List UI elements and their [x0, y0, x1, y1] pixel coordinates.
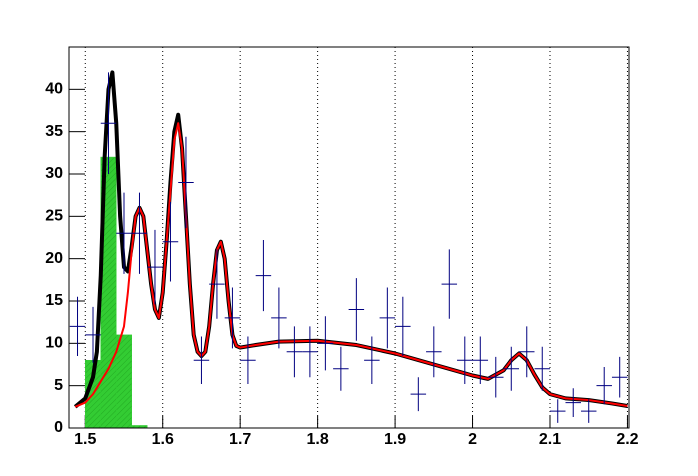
data-point: [410, 377, 427, 412]
data-point: [193, 336, 210, 384]
data-point: [255, 240, 272, 312]
data-point: [147, 229, 163, 305]
data-point: [611, 356, 628, 398]
data-point: [116, 192, 132, 274]
y-tick-label: 20: [45, 250, 63, 267]
data-point: [69, 296, 86, 357]
y-tick-label: 10: [45, 335, 63, 352]
data-point: [472, 336, 489, 384]
fit-curve: [74, 122, 628, 408]
x-tick-label: 1.9: [384, 431, 406, 448]
data-point: [441, 249, 458, 319]
data-point: [503, 346, 520, 391]
y-tick-label: 0: [54, 419, 63, 436]
x-tick-label: 1.7: [229, 431, 251, 448]
data-point: [488, 356, 504, 398]
data-point: [580, 399, 597, 423]
data-point: [395, 296, 411, 357]
data-point: [209, 249, 225, 319]
data-point: [317, 316, 334, 371]
x-tick-label: 2.1: [539, 431, 561, 448]
x-tick-label: 2.2: [616, 431, 638, 448]
y-tick-label: 30: [45, 165, 63, 182]
data-point: [224, 287, 241, 349]
data-point: [131, 192, 148, 274]
data-point: [457, 336, 473, 384]
x-tick-label: 1.6: [152, 431, 174, 448]
data-point: [162, 201, 179, 282]
data-point: [240, 336, 256, 384]
x-tick-label: 2: [468, 431, 477, 448]
histogram-bar: [115, 334, 132, 429]
x-tick-label: 1.5: [74, 431, 96, 448]
data-point: [426, 326, 442, 378]
x-tick-label: 1.8: [307, 431, 329, 448]
data-point: [565, 388, 581, 417]
y-tick-label: 40: [45, 81, 63, 98]
data-point: [302, 326, 318, 378]
data-point: [271, 287, 287, 349]
y-tick-label: 5: [54, 377, 63, 394]
plot-frame: [68, 46, 630, 429]
data-point: [364, 336, 380, 384]
data-point: [178, 136, 194, 229]
data-point: [549, 399, 566, 423]
data-point: [534, 346, 550, 391]
data-point: [348, 278, 365, 341]
data-point: [379, 287, 396, 349]
y-tick-label: 35: [45, 123, 63, 140]
data-point: [596, 367, 612, 405]
data-point: [286, 326, 303, 378]
data-point: [333, 346, 349, 391]
data-point: [85, 306, 101, 363]
data-point: [519, 326, 535, 378]
y-tick-label: 25: [45, 208, 63, 225]
data-point: [100, 72, 117, 174]
y-tick-label: 15: [45, 292, 63, 309]
